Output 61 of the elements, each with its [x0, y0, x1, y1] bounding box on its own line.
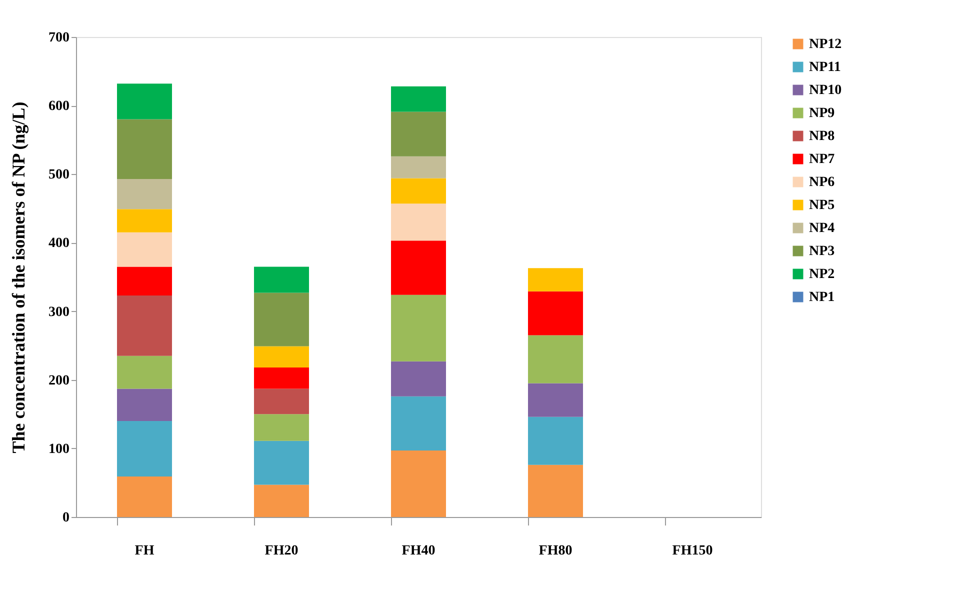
- bar: [528, 268, 583, 292]
- bar: [391, 178, 446, 204]
- legend-label: NP1: [809, 290, 835, 305]
- bar: [254, 388, 309, 414]
- legend-label: NP5: [809, 198, 835, 213]
- bar: [117, 178, 172, 210]
- bar: [254, 414, 309, 441]
- bar: [391, 396, 446, 450]
- bar: [254, 292, 309, 346]
- bar: [117, 266, 172, 296]
- x-tick-label: FH20: [264, 544, 298, 558]
- bar: [391, 294, 446, 362]
- bar: [117, 84, 172, 120]
- bar: [391, 450, 446, 517]
- legend-label: NP8: [809, 129, 835, 144]
- bar: [117, 209, 172, 232]
- x-tick-label: FH150: [672, 544, 713, 558]
- bar: [391, 361, 446, 396]
- x-tick-label: FH40: [402, 544, 436, 558]
- y-tick-label: 300: [48, 304, 70, 320]
- bar: [254, 346, 309, 368]
- bar: [117, 421, 172, 477]
- y-tick-label: 0: [62, 510, 70, 526]
- bar: [117, 388, 172, 421]
- bar: [391, 86, 446, 112]
- bar: [254, 368, 309, 389]
- y-tick-label: 400: [48, 236, 70, 252]
- bar: [117, 232, 172, 267]
- bar: [528, 335, 583, 384]
- legend-label: NP10: [809, 83, 842, 98]
- y-tick-label: 100: [48, 442, 70, 457]
- bar: [391, 112, 446, 156]
- legend-label: NP7: [809, 152, 835, 167]
- x-tick-label: FH: [134, 544, 154, 558]
- bar: [117, 119, 172, 179]
- y-axis-title: The concentration of the isomers of NP (ng/L): [8, 102, 28, 454]
- bar: [528, 416, 583, 465]
- bar: [117, 296, 172, 356]
- bar: [117, 356, 172, 389]
- bar: [528, 464, 583, 517]
- bar: [391, 204, 446, 241]
- y-tick-label: 200: [48, 373, 70, 388]
- legend-label: NP3: [809, 244, 835, 259]
- y-tick-label: 700: [48, 30, 70, 46]
- bar: [254, 266, 309, 293]
- bar: [391, 156, 446, 178]
- legend-label: NP11: [809, 60, 841, 75]
- bar: [254, 484, 309, 517]
- bar: [391, 240, 446, 295]
- bar: [254, 440, 309, 485]
- legend-label: NP9: [809, 106, 835, 121]
- legend-label: NP4: [809, 221, 835, 236]
- y-tick-label: 600: [48, 99, 70, 114]
- bar: [528, 291, 583, 336]
- legend-label: NP2: [809, 267, 835, 282]
- x-tick-label: FH80: [538, 544, 572, 558]
- legend-label: NP12: [809, 37, 842, 52]
- y-tick-label: 500: [48, 168, 70, 183]
- bar: [117, 476, 172, 517]
- bar: [528, 383, 583, 417]
- legend-label: NP6: [809, 175, 835, 190]
